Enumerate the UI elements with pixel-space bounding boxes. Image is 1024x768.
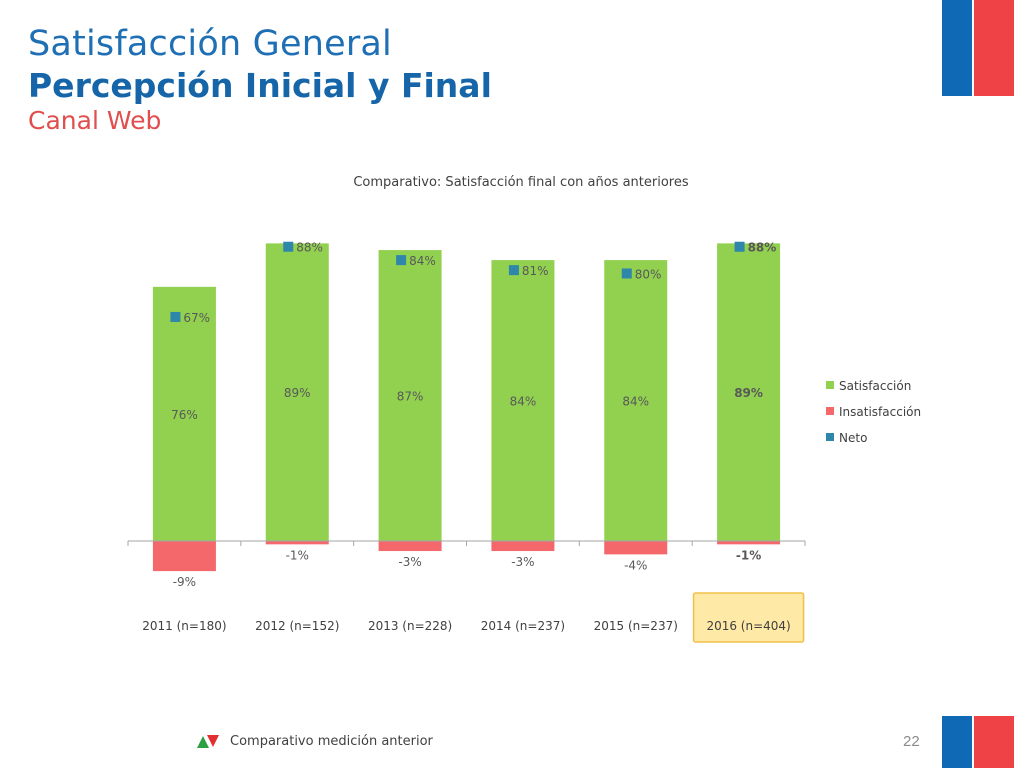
category-label: 2016 (n=404) [706, 619, 790, 633]
label-satisfaccion: 84% [510, 395, 537, 409]
label-neto: 67% [183, 311, 210, 325]
bar-insatisfaccion [604, 541, 668, 555]
category-label: 2011 (n=180) [142, 619, 226, 633]
comparison-legend: Comparativo medición anterior [196, 732, 433, 750]
category-label: 2015 (n=237) [594, 619, 678, 633]
label-insatisfaccion: -3% [398, 555, 421, 569]
category-label: 2012 (n=152) [255, 619, 339, 633]
legend-swatch-satisfaccin [826, 381, 834, 389]
bar-satisfaccion [265, 243, 329, 541]
slide-title: Satisfacción General [28, 24, 392, 64]
bar-insatisfaccion [717, 541, 781, 545]
label-insatisfaccion: -4% [624, 558, 647, 572]
bar-satisfaccion [491, 260, 555, 541]
bar-satisfaccion [378, 250, 442, 541]
highlight-box-2016 [692, 592, 805, 643]
label-satisfaccion: 87% [397, 390, 424, 404]
bar-insatisfaccion [378, 541, 442, 552]
label-insatisfaccion: -1% [286, 548, 309, 562]
brand-flag-bottom [942, 716, 1014, 768]
bar-insatisfaccion [491, 541, 555, 552]
category-label: 2014 (n=237) [481, 619, 565, 633]
label-neto: 80% [635, 267, 662, 281]
brand-flag-top [942, 0, 1014, 96]
marker-neto [734, 241, 745, 252]
bar-insatisfaccion [265, 541, 329, 545]
marker-neto [170, 311, 181, 322]
up-down-arrows-icon [197, 735, 219, 748]
label-satisfaccion: 76% [171, 408, 198, 422]
category-label: 2013 (n=228) [368, 619, 452, 633]
legend-label: Insatisfacción [839, 405, 921, 419]
bar-satisfaccion [604, 260, 668, 541]
legend-label: Neto [839, 431, 867, 445]
label-satisfaccion: 89% [734, 386, 763, 400]
label-neto: 84% [409, 254, 436, 268]
marker-neto [283, 241, 294, 252]
legend-label: Satisfacción [839, 379, 911, 393]
legend-swatch-insatisfaccin [826, 407, 834, 415]
bar-satisfaccion [152, 286, 216, 541]
chart-legend: Satisfacción Insatisfacción Neto [826, 379, 921, 445]
marker-neto [508, 265, 519, 276]
label-insatisfaccion: -1% [736, 548, 761, 562]
bar-satisfaccion [717, 243, 781, 541]
label-insatisfaccion: -9% [173, 575, 196, 589]
plot-area: 76% -9% 67% 2011 (n=180) 89% -1% 88% 2012 (n=15… [127, 241, 806, 643]
page-number: 22 [903, 733, 920, 750]
marker-neto [396, 255, 407, 266]
label-insatisfaccion: -3% [511, 555, 534, 569]
label-neto: 81% [522, 264, 549, 278]
comparison-legend-label: Comparativo medición anterior [230, 733, 433, 749]
chart-title: Comparativo: Satisfacción final con años… [353, 175, 689, 190]
label-neto: 88% [748, 241, 777, 255]
slide-subtitle: Percepción Inicial y Final [28, 66, 492, 105]
slide-channel-label: Canal Web [28, 106, 162, 135]
label-neto: 88% [296, 241, 323, 255]
bar-insatisfaccion [152, 541, 216, 572]
label-satisfaccion: 84% [622, 395, 649, 409]
label-satisfaccion: 89% [284, 386, 311, 400]
marker-neto [621, 268, 632, 279]
legend-swatch-neto [826, 433, 834, 441]
